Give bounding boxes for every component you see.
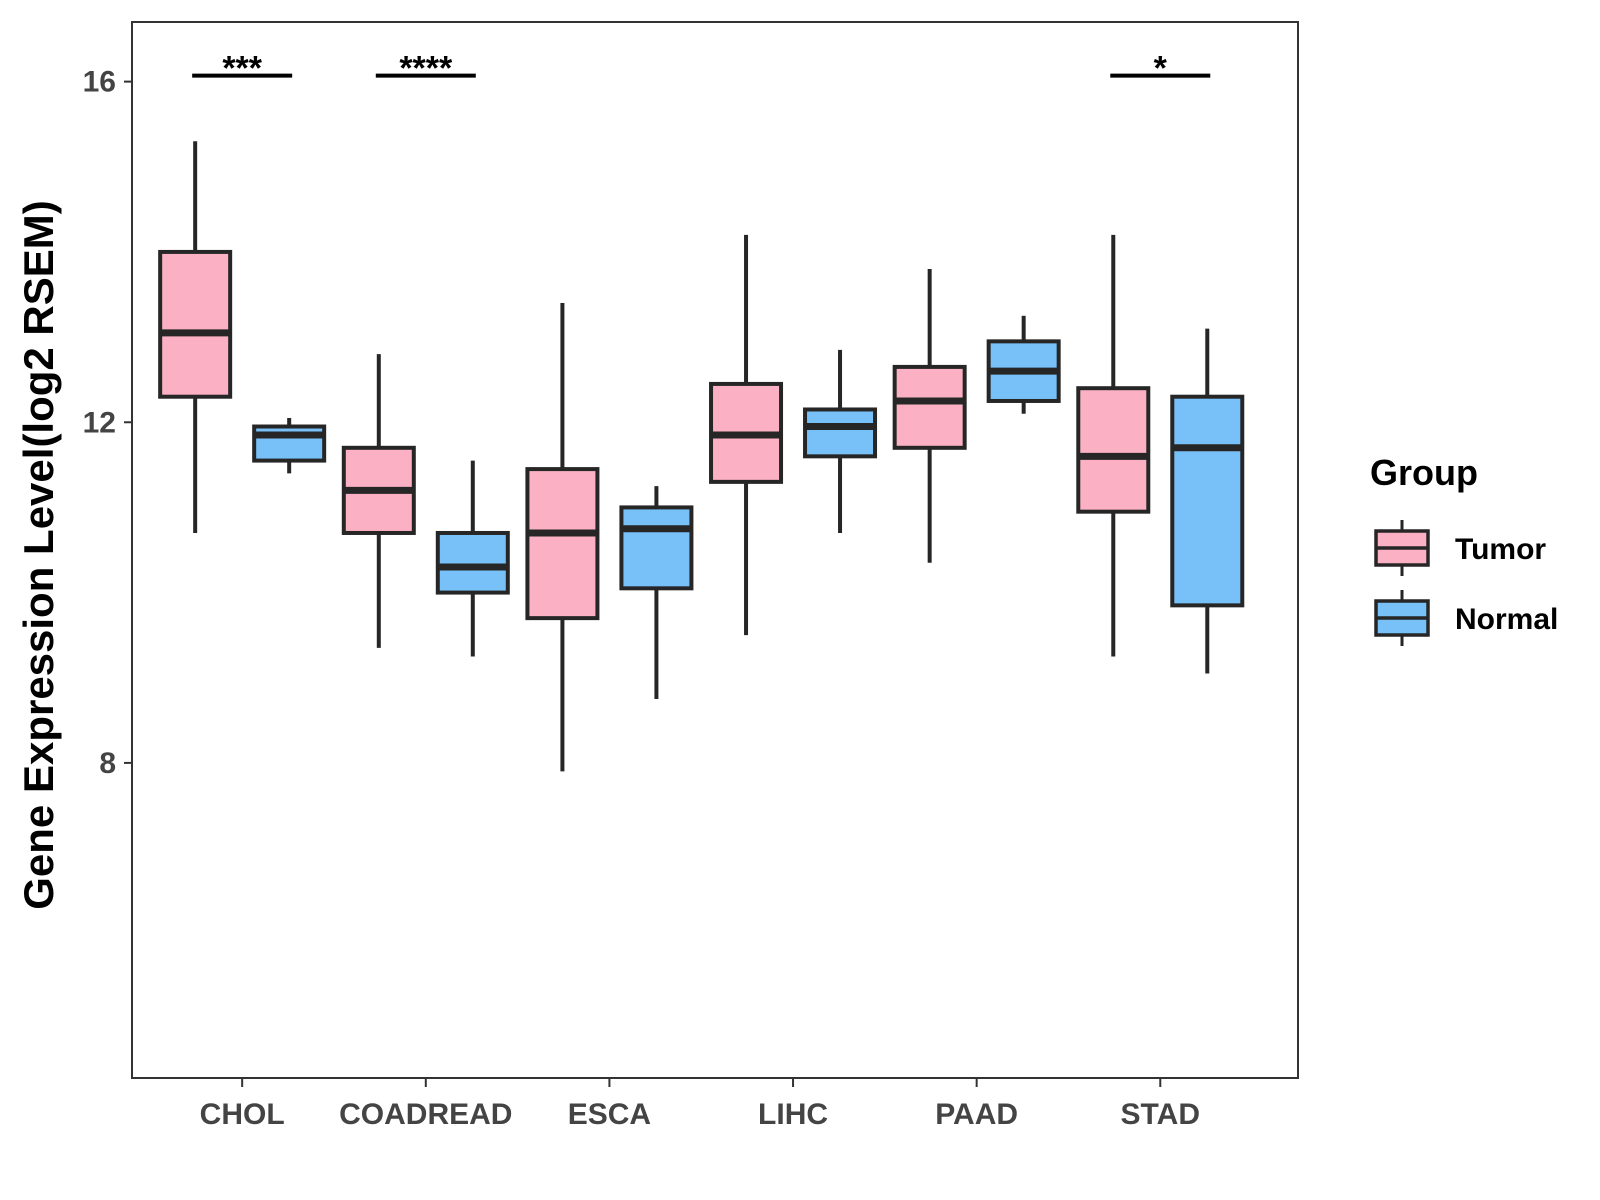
- box-normal-paad: [986, 315, 1061, 414]
- significance-label: ***: [222, 50, 262, 88]
- y-tick-label: 8: [99, 747, 116, 780]
- box-normal-stad: [1170, 328, 1245, 674]
- x-tick-label: CHOL: [200, 1098, 285, 1131]
- box-normal-coadread: [435, 460, 510, 657]
- plot-panel-border: [131, 21, 1299, 1079]
- legend-item-label: Tumor: [1455, 533, 1546, 566]
- box-tumor-coadread: [341, 354, 416, 648]
- box-tumor-lihc: [709, 234, 784, 636]
- y-tick-label: 12: [83, 406, 116, 439]
- legend: Group Tumor Normal: [1370, 452, 1558, 646]
- box-tumor-paad: [892, 268, 967, 563]
- box-iqr: [525, 467, 600, 621]
- legend-title: Group: [1370, 452, 1478, 493]
- legend-item-tumor: Tumor: [1374, 520, 1546, 576]
- box-tumor-esca: [525, 303, 600, 772]
- box-normal-chol: [252, 418, 327, 474]
- box-iqr: [1076, 386, 1151, 514]
- box-iqr: [619, 505, 694, 591]
- legend-item-label: Normal: [1455, 603, 1558, 636]
- box-iqr: [1170, 394, 1245, 608]
- box-tumor-chol: [158, 141, 233, 533]
- significance-label: *: [1154, 50, 1168, 88]
- significance-label: ****: [399, 50, 453, 88]
- y-axis-title: Gene Expression Level(log2 RSEM): [15, 200, 62, 910]
- legend-item-normal: Normal: [1374, 590, 1558, 646]
- box-tumor-stad: [1076, 234, 1151, 657]
- x-tick-label: PAAD: [935, 1098, 1018, 1131]
- x-tick-label: LIHC: [758, 1098, 828, 1131]
- box-iqr: [158, 249, 233, 399]
- box-normal-lihc: [803, 349, 878, 533]
- x-tick-label: COADREAD: [339, 1098, 512, 1131]
- x-tick-label: STAD: [1121, 1098, 1200, 1131]
- box-iqr: [435, 530, 510, 595]
- y-tick-label: 16: [83, 66, 116, 99]
- x-tick-label: ESCA: [568, 1098, 651, 1131]
- box-iqr: [803, 407, 878, 459]
- box-iqr: [892, 364, 967, 450]
- box-normal-esca: [619, 486, 694, 700]
